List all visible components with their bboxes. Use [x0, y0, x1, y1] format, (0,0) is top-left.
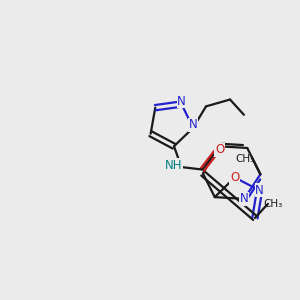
Text: CH₃: CH₃ [264, 199, 283, 209]
Text: O: O [230, 171, 239, 184]
Text: O: O [215, 143, 224, 156]
Text: N: N [189, 118, 197, 131]
Text: N: N [240, 192, 248, 206]
Text: CH₃: CH₃ [236, 154, 255, 164]
Text: N: N [177, 94, 186, 108]
Text: NH: NH [165, 158, 183, 172]
Text: N: N [255, 184, 264, 197]
